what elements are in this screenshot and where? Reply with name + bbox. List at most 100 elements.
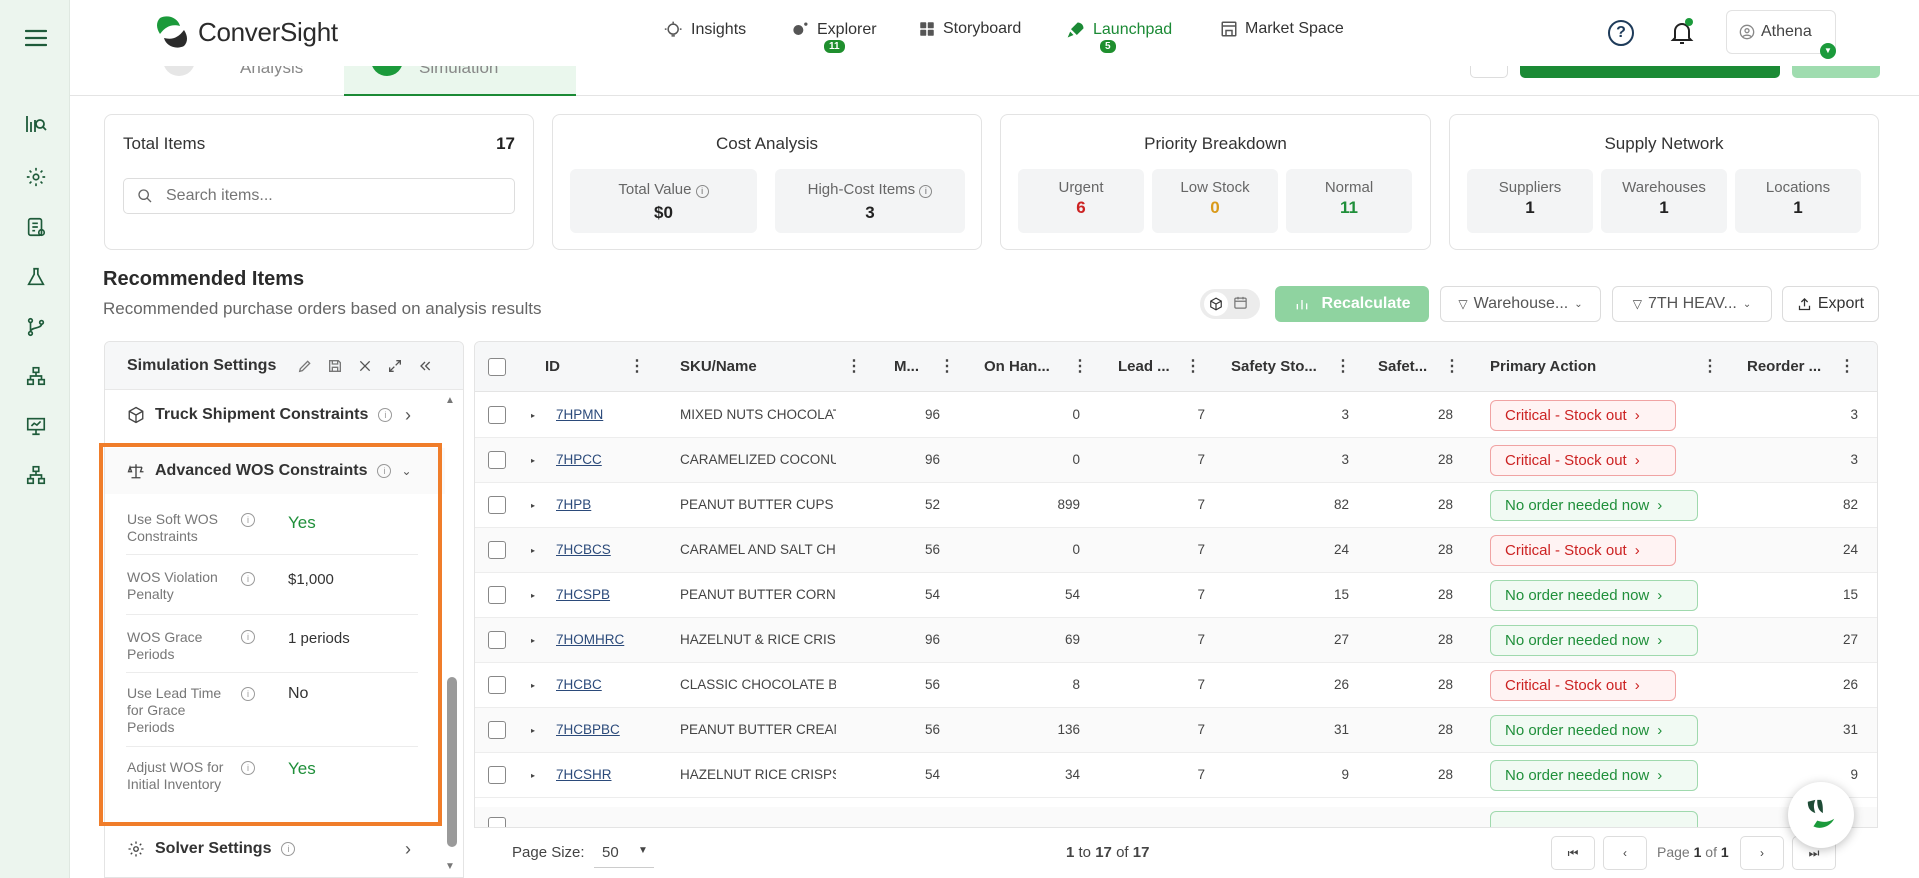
column-menu-icon[interactable]: ⋮ bbox=[1444, 358, 1460, 375]
cell-id[interactable]: 7HCSPB bbox=[556, 587, 611, 602]
network-icon[interactable] bbox=[23, 462, 49, 488]
row-checkbox[interactable] bbox=[488, 766, 506, 784]
cell-id[interactable]: 7HCBPBC bbox=[556, 722, 620, 737]
expand-row-icon[interactable]: ▸ bbox=[531, 636, 536, 645]
user-menu[interactable]: Athena ▼ bbox=[1726, 10, 1836, 59]
column-menu-icon[interactable]: ⋮ bbox=[1185, 358, 1201, 375]
info-icon[interactable]: i bbox=[241, 761, 255, 775]
expand-row-icon[interactable]: ▸ bbox=[531, 681, 536, 690]
expand-row-icon[interactable]: ▸ bbox=[531, 771, 536, 780]
expand-row-icon[interactable]: ▸ bbox=[531, 546, 536, 555]
assistant-chat-button[interactable] bbox=[1788, 782, 1854, 848]
nav-market-space[interactable]: Market Space bbox=[1220, 20, 1344, 38]
solver-settings-section[interactable]: Solver Settings i › bbox=[105, 828, 445, 870]
cell-id[interactable]: 7HOMHRC bbox=[556, 632, 625, 647]
table-row[interactable]: ▸ 7HCBC CLASSIC CHOCOLATE BAR 56 8 7 26 28 26 Cri… bbox=[475, 663, 1877, 708]
table-row[interactable]: ▸ 7HCBCS CARAMEL AND SALT CHOCO 56 0 7 24 28 24 C… bbox=[475, 528, 1877, 573]
flask-icon[interactable] bbox=[23, 264, 49, 290]
nav-storyboard[interactable]: Storyboard 5 bbox=[918, 20, 1116, 53]
table-row[interactable]: ▸ 7HPB PEANUT BUTTER CUPS 52 899 7 82 28 82 No or… bbox=[475, 483, 1877, 528]
primary-action-pill[interactable]: No order needed now › bbox=[1490, 625, 1698, 656]
row-checkbox[interactable] bbox=[488, 676, 506, 694]
table-row[interactable]: ▸ 7HCBPBC PEANUT BUTTER CREAM CH 56 136 7 31 28… bbox=[475, 708, 1877, 753]
select-all-checkbox[interactable] bbox=[488, 358, 506, 376]
cube-view-icon[interactable] bbox=[1204, 292, 1228, 316]
column-header-safety-stock[interactable]: Safety Sto... bbox=[1231, 358, 1317, 375]
column-header-primary-action[interactable]: Primary Action bbox=[1490, 358, 1597, 375]
report-icon[interactable] bbox=[23, 214, 49, 240]
row-checkbox[interactable] bbox=[488, 586, 506, 604]
column-header-on-hand[interactable]: On Han... bbox=[984, 358, 1050, 375]
nav-explorer[interactable]: Explorer bbox=[790, 20, 877, 40]
column-menu-icon[interactable]: ⋮ bbox=[939, 358, 955, 375]
scroll-thumb[interactable] bbox=[447, 677, 457, 847]
expand-row-icon[interactable]: ▸ bbox=[531, 411, 536, 420]
column-header-safety[interactable]: Safet... bbox=[1378, 358, 1428, 375]
hierarchy-icon[interactable] bbox=[23, 363, 49, 389]
column-menu-icon[interactable]: ⋮ bbox=[846, 358, 862, 375]
row-checkbox[interactable] bbox=[488, 451, 506, 469]
export-button[interactable]: Export bbox=[1782, 286, 1879, 322]
column-menu-icon[interactable]: ⋮ bbox=[1839, 358, 1855, 375]
scroll-up-arrow[interactable]: ▲ bbox=[445, 395, 455, 406]
primary-action-pill[interactable]: Critical - Stock out › bbox=[1490, 400, 1676, 431]
next-page-button[interactable]: › bbox=[1740, 836, 1784, 870]
primary-action-pill[interactable]: No order needed now › bbox=[1490, 715, 1698, 746]
cell-id[interactable]: 7HPMN bbox=[556, 407, 604, 422]
warehouse-filter[interactable]: ▽ Warehouse... ⌄ bbox=[1440, 286, 1601, 322]
search-input[interactable] bbox=[166, 185, 496, 207]
settings-gear-icon[interactable] bbox=[23, 164, 49, 190]
table-row[interactable]: ▸ 7HPCC CARAMELIZED COCONUT CH 96 0 7 3 28 3 Crit… bbox=[475, 438, 1877, 483]
advanced-wos-section[interactable]: Advanced WOS Constraints i ⌄ bbox=[105, 448, 445, 494]
previous-page-button[interactable]: ‹ bbox=[1603, 836, 1647, 870]
cell-id[interactable]: 7HCBC bbox=[556, 677, 602, 692]
info-icon[interactable]: i bbox=[281, 842, 296, 856]
help-icon[interactable]: ? bbox=[1608, 20, 1634, 46]
view-toggle[interactable] bbox=[1200, 289, 1260, 319]
expand-row-icon[interactable]: ▸ bbox=[531, 501, 536, 510]
info-icon[interactable]: i bbox=[241, 630, 255, 644]
cell-id[interactable]: 7HCSHR bbox=[556, 767, 612, 782]
collapse-panel-icon[interactable] bbox=[417, 358, 433, 374]
column-header-sku[interactable]: SKU/Name bbox=[680, 358, 757, 375]
primary-action-pill[interactable]: No order needed now › bbox=[1490, 580, 1698, 611]
info-icon[interactable]: i bbox=[241, 687, 255, 701]
table-row[interactable]: ▸ 7HCSPB PEANUT BUTTER CORNFLAK 54 54 7 15 28 15… bbox=[475, 573, 1877, 618]
column-header-m[interactable]: M... bbox=[894, 358, 919, 375]
table-row[interactable]: ▸ 7HPMN MIXED NUTS CHOCOLATE CL 96 0 7 3 28 3 Cri… bbox=[475, 393, 1877, 438]
row-checkbox[interactable] bbox=[488, 631, 506, 649]
primary-action-pill[interactable]: Critical - Stock out › bbox=[1490, 535, 1676, 566]
column-header-reorder[interactable]: Reorder ... bbox=[1747, 358, 1822, 375]
truck-shipment-section[interactable]: Truck Shipment Constraints i › bbox=[105, 394, 445, 436]
menu-icon[interactable] bbox=[23, 25, 49, 51]
setting-value[interactable]: Yes bbox=[288, 513, 316, 532]
info-icon[interactable]: i bbox=[378, 408, 393, 422]
nav-launchpad[interactable]: Launchpad bbox=[1066, 20, 1172, 40]
column-menu-icon[interactable]: ⋮ bbox=[629, 358, 645, 375]
supplier-filter[interactable]: ▽ 7TH HEAV... ⌄ bbox=[1612, 286, 1772, 322]
expand-row-icon[interactable]: ▸ bbox=[531, 591, 536, 600]
info-icon[interactable]: i bbox=[241, 572, 255, 586]
cell-id[interactable]: 7HPCC bbox=[556, 452, 602, 467]
table-row[interactable]: ▸ 7HOMHRC HAZELNUT & RICE CRISPS CI 96 69 7 27… bbox=[475, 618, 1877, 663]
close-icon[interactable] bbox=[357, 358, 373, 374]
cell-id[interactable]: 7HCBCS bbox=[556, 542, 611, 557]
info-icon[interactable]: i bbox=[695, 185, 709, 198]
branch-icon[interactable] bbox=[23, 314, 49, 340]
scroll-down-arrow[interactable]: ▼ bbox=[445, 861, 455, 872]
setting-value[interactable]: No bbox=[288, 685, 309, 702]
expand-icon[interactable] bbox=[387, 358, 403, 374]
nav-insights[interactable]: Insights 11 bbox=[664, 20, 845, 53]
recalculate-button[interactable]: Recalculate bbox=[1275, 286, 1429, 322]
column-header-lead[interactable]: Lead ... bbox=[1118, 358, 1170, 375]
info-icon[interactable]: i bbox=[377, 464, 392, 478]
setting-value[interactable]: 1 periods bbox=[288, 630, 350, 647]
row-checkbox[interactable] bbox=[488, 721, 506, 739]
setting-value[interactable]: Yes bbox=[288, 759, 316, 778]
cell-id[interactable]: 7HPB bbox=[556, 497, 592, 512]
column-header-id[interactable]: ID bbox=[545, 358, 560, 375]
table-row[interactable]: ▸ 7HCSHR HAZELNUT RICE CRISPS CHC 54 34 7 9 28 9… bbox=[475, 753, 1877, 798]
analytics-search-icon[interactable] bbox=[23, 110, 49, 136]
row-checkbox[interactable] bbox=[488, 496, 506, 514]
column-menu-icon[interactable]: ⋮ bbox=[1335, 358, 1351, 375]
